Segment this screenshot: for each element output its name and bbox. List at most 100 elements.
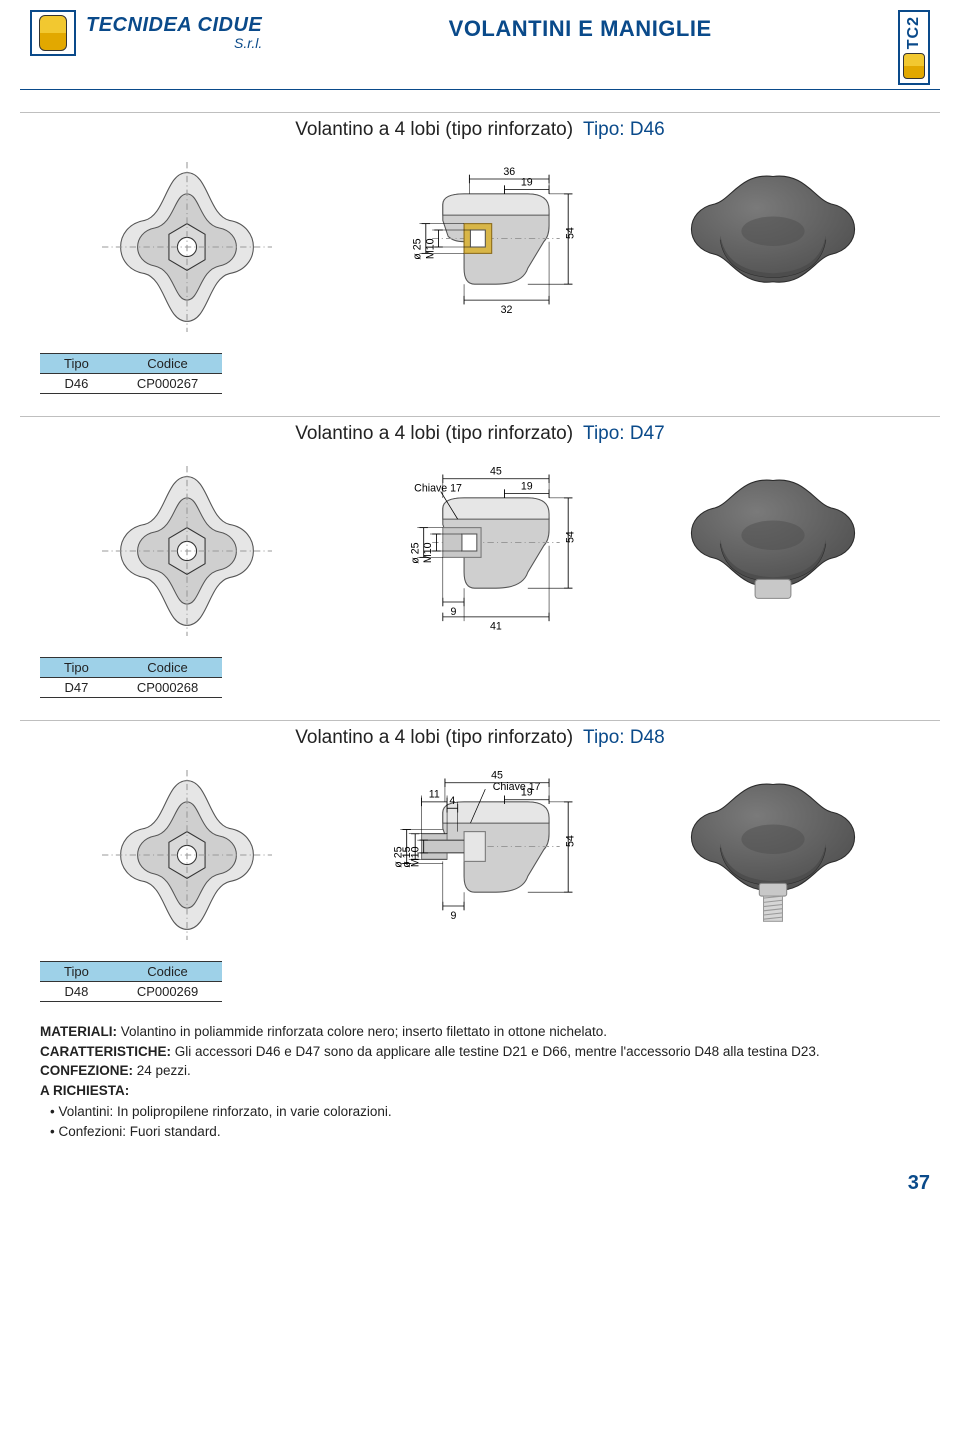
table-row: D48CP000269 <box>40 982 222 1002</box>
table-header: Codice <box>113 962 222 982</box>
table-cell: CP000268 <box>113 678 222 698</box>
tc2-badge: TC2 <box>898 10 930 85</box>
top-view-diagram <box>102 770 272 940</box>
svg-text:54: 54 <box>564 227 576 239</box>
section-title-row: Volantino a 4 lobi (tipo rinforzato) Tip… <box>20 416 940 445</box>
table-cell: D47 <box>40 678 113 698</box>
section-title: Volantino a 4 lobi (tipo rinforzato) <box>295 423 573 445</box>
confezione-label: CONFEZIONE: <box>40 1063 133 1078</box>
diagram-area: 45 Chiave 17 19 ø 25 M10 54 9 41 <box>0 451 960 651</box>
materiali-label: MATERIALI: <box>40 1024 117 1039</box>
page-title: VOLANTINI E MANIGLIE <box>449 16 712 42</box>
table-cell: D46 <box>40 374 113 394</box>
product-section: Volantino a 4 lobi (tipo rinforzato) Tip… <box>0 112 960 394</box>
table-header: Tipo <box>40 354 113 374</box>
svg-text:54: 54 <box>564 531 576 543</box>
table-header: Tipo <box>40 658 113 678</box>
section-title-row: Volantino a 4 lobi (tipo rinforzato) Tip… <box>20 720 940 749</box>
diagram-area: 36 19 ø 25 M10 54 32 <box>0 147 960 347</box>
table-header-row: TipoCodice <box>40 658 222 678</box>
list-item: Volantini: In polipropilene rinforzato, … <box>50 1102 920 1122</box>
table-header-row: TipoCodice <box>40 962 222 982</box>
section-type: Tipo: D46 <box>583 119 665 141</box>
logo-text: TECNIDEA CIDUE <box>86 15 262 35</box>
svg-text:36: 36 <box>503 166 515 178</box>
code-table: TipoCodiceD46CP000267 <box>40 353 222 394</box>
dia-section: 45Chiave 17 19 11 4 ø 25 ø 15 M10 54 <box>333 770 626 940</box>
table-cell: CP000269 <box>113 982 222 1002</box>
header-divider <box>20 89 940 90</box>
section-title: Volantino a 4 lobi (tipo rinforzato) <box>295 119 573 141</box>
section-title-row: Volantino a 4 lobi (tipo rinforzato) Tip… <box>20 112 940 141</box>
table-row: D47CP000268 <box>40 678 222 698</box>
svg-text:45: 45 <box>491 770 503 782</box>
dia-section: 36 19 ø 25 M10 54 32 <box>333 162 626 332</box>
confezione-line: CONFEZIONE: 24 pezzi. <box>40 1061 920 1081</box>
svg-text:M10: M10 <box>424 239 436 260</box>
product-section: Volantino a 4 lobi (tipo rinforzato) Tip… <box>0 416 960 698</box>
tc2-text: TC2 <box>905 16 923 49</box>
svg-text:Chiave 17: Chiave 17 <box>493 781 541 793</box>
page-number: 37 <box>0 1142 960 1215</box>
code-table: TipoCodiceD48CP000269 <box>40 961 222 1002</box>
dia-3d <box>627 765 920 945</box>
svg-text:19: 19 <box>521 787 533 799</box>
svg-text:11: 11 <box>429 789 440 801</box>
arichiesta-label: A RICHIESTA: <box>40 1081 920 1101</box>
svg-text:9: 9 <box>450 910 456 922</box>
dia-section: 45 Chiave 17 19 ø 25 M10 54 9 41 <box>333 466 626 636</box>
section-view-diagram: 45Chiave 17 19 11 4 ø 25 ø 15 M10 54 <box>350 770 610 940</box>
top-view-diagram <box>102 466 272 636</box>
svg-text:Chiave 17: Chiave 17 <box>414 483 462 495</box>
svg-text:M10: M10 <box>422 543 434 564</box>
svg-text:ø 25: ø 25 <box>411 239 423 260</box>
caratteristiche-label: CARATTERISTICHE: <box>40 1044 171 1059</box>
table-cell: CP000267 <box>113 374 222 394</box>
table-row: D46CP000267 <box>40 374 222 394</box>
logo-icon <box>30 10 76 56</box>
product-section: Volantino a 4 lobi (tipo rinforzato) Tip… <box>0 720 960 1002</box>
svg-text:4: 4 <box>449 795 455 807</box>
dia-top <box>40 162 333 332</box>
confezione-text: 24 pezzi. <box>133 1063 191 1078</box>
tc2-icon <box>903 53 925 79</box>
svg-text:41: 41 <box>490 621 502 633</box>
dia-3d <box>627 157 920 337</box>
svg-text:19: 19 <box>521 177 533 189</box>
svg-text:19: 19 <box>521 481 533 493</box>
render-3d <box>673 765 873 945</box>
section-title: Volantino a 4 lobi (tipo rinforzato) <box>295 727 573 749</box>
render-3d <box>673 157 873 337</box>
page-header: TECNIDEA CIDUE S.r.l. VOLANTINI E MANIGL… <box>0 0 960 85</box>
sections-container: Volantino a 4 lobi (tipo rinforzato) Tip… <box>0 112 960 1002</box>
svg-text:45: 45 <box>490 466 502 478</box>
list-item: Confezioni: Fuori standard. <box>50 1122 920 1142</box>
svg-text:ø 25: ø 25 <box>409 543 421 564</box>
top-view-diagram <box>102 162 272 332</box>
diagram-area: 45Chiave 17 19 11 4 ø 25 ø 15 M10 54 <box>0 755 960 955</box>
code-table: TipoCodiceD47CP000268 <box>40 657 222 698</box>
dia-top <box>40 770 333 940</box>
render-3d <box>673 461 873 641</box>
materiali-line: MATERIALI: Volantino in poliammide rinfo… <box>40 1022 920 1042</box>
logo-subtext: S.r.l. <box>86 35 262 51</box>
svg-text:32: 32 <box>501 304 513 316</box>
svg-text:9: 9 <box>450 606 456 618</box>
section-type: Tipo: D47 <box>583 423 665 445</box>
caratteristiche-text: Gli accessori D46 e D47 sono da applicar… <box>171 1044 820 1059</box>
table-cell: D48 <box>40 982 113 1002</box>
arichiesta-list: Volantini: In polipropilene rinforzato, … <box>40 1102 920 1141</box>
description-block: MATERIALI: Volantino in poliammide rinfo… <box>40 1022 920 1141</box>
section-type: Tipo: D48 <box>583 727 665 749</box>
dia-3d <box>627 461 920 641</box>
materiali-text: Volantino in poliammide rinforzata color… <box>117 1024 607 1039</box>
table-header: Tipo <box>40 962 113 982</box>
table-header: Codice <box>113 354 222 374</box>
logo: TECNIDEA CIDUE S.r.l. <box>30 10 262 56</box>
section-view-diagram: 36 19 ø 25 M10 54 32 <box>350 162 610 332</box>
table-header-row: TipoCodice <box>40 354 222 374</box>
section-view-diagram: 45 Chiave 17 19 ø 25 M10 54 9 41 <box>350 466 610 636</box>
dia-top <box>40 466 333 636</box>
caratteristiche-line: CARATTERISTICHE: Gli accessori D46 e D47… <box>40 1042 920 1062</box>
svg-text:54: 54 <box>564 835 576 847</box>
